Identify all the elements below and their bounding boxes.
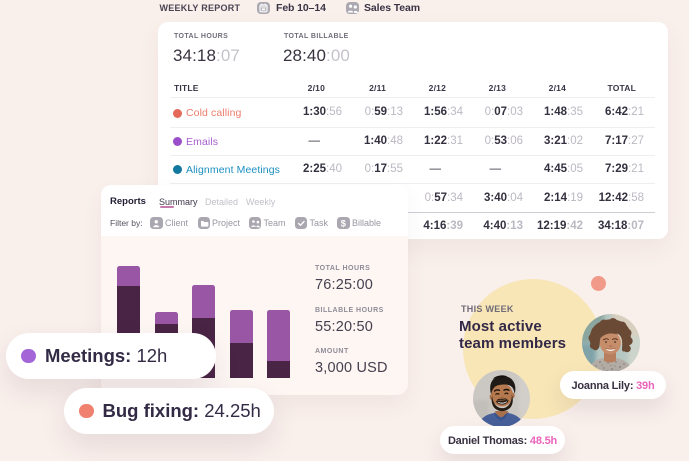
svg-text:$: $	[341, 218, 347, 229]
